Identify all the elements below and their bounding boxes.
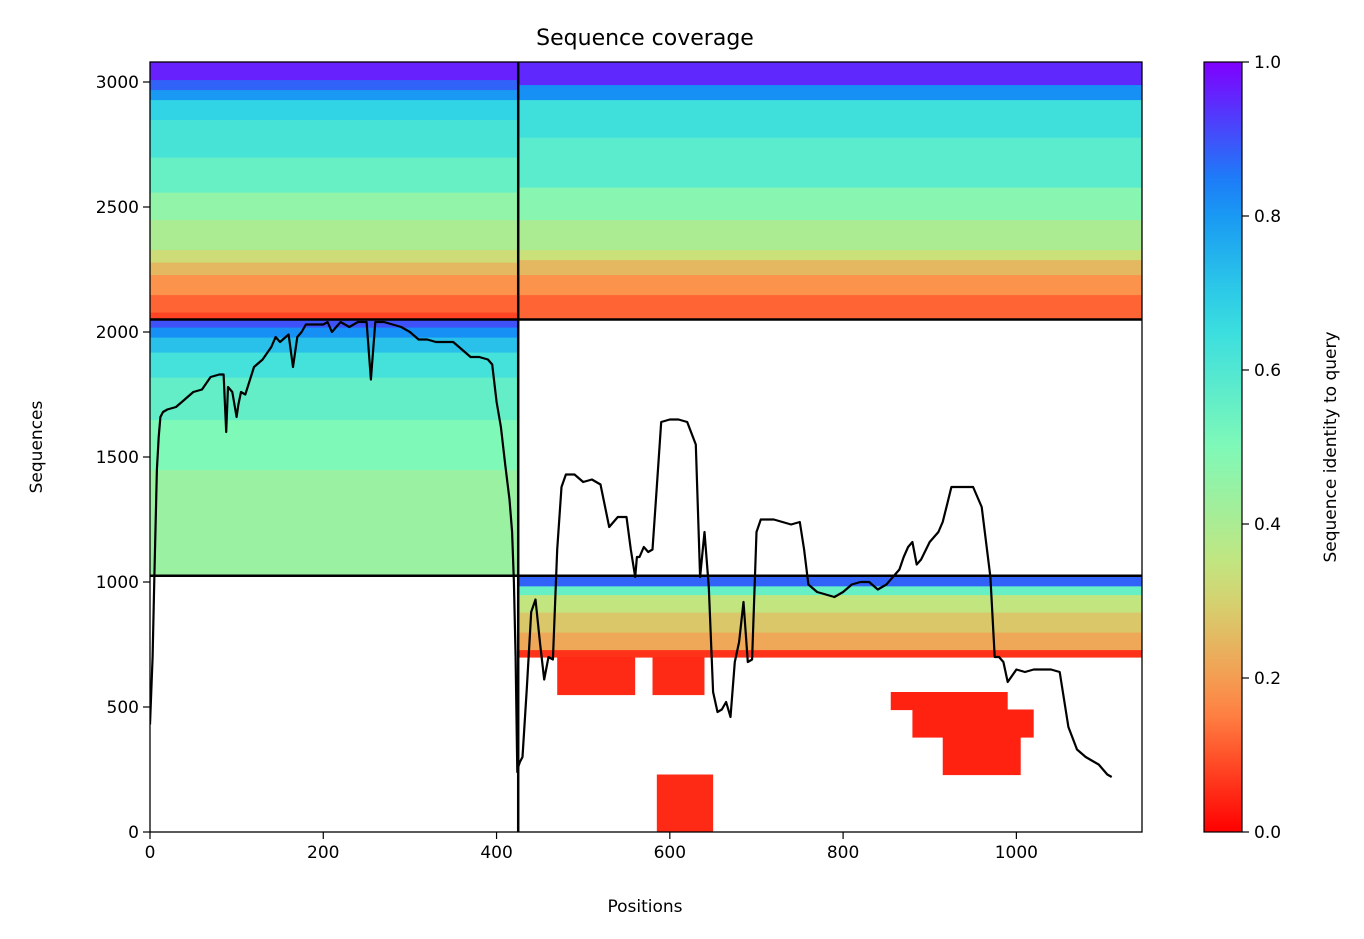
- identity-band: [150, 99, 519, 121]
- x-tick-label: 800: [827, 843, 859, 863]
- identity-band: [150, 119, 519, 158]
- identity-band: [518, 249, 1142, 261]
- y-tick-label: 1500: [96, 448, 139, 468]
- x-tick-label: 400: [480, 843, 512, 863]
- identity-band: [150, 249, 519, 263]
- identity-band: [518, 84, 1142, 101]
- y-tick-label: 500: [107, 698, 139, 718]
- identity-band: [518, 137, 1142, 188]
- identity-band: [518, 575, 1142, 587]
- coverage-block: [150, 62, 519, 321]
- identity-band: [518, 219, 1142, 251]
- identity-band: [150, 274, 519, 296]
- y-tick-label: 1000: [96, 573, 139, 593]
- coverage-block: [942, 737, 1021, 776]
- identity-band: [150, 79, 519, 91]
- x-tick-label: 0: [145, 843, 156, 863]
- identity-band: [150, 219, 519, 251]
- plot-area: [150, 62, 1142, 832]
- colorbar: 0.0 0.2 0.4 0.6 0.8 1.0: [1203, 53, 1281, 843]
- colorbar-gradient: [1203, 61, 1243, 833]
- colorbar-tick-label: 0.0: [1254, 823, 1281, 843]
- coverage-block: [656, 774, 714, 832]
- identity-band: [518, 187, 1142, 221]
- chart-title: Sequence coverage: [536, 26, 754, 51]
- identity-band: [518, 259, 1142, 276]
- x-tick-label: 200: [307, 843, 339, 863]
- y-tick-label: 3000: [96, 73, 139, 93]
- colorbar-tick-label: 0.2: [1254, 669, 1281, 689]
- identity-band: [652, 657, 705, 696]
- x-axis-label: Positions: [607, 897, 682, 917]
- identity-band: [942, 737, 1021, 776]
- identity-band: [518, 585, 1142, 596]
- coverage-block: [150, 319, 519, 577]
- identity-band: [150, 327, 519, 338]
- coverage-block: [652, 657, 705, 696]
- identity-band: [518, 274, 1142, 296]
- plot-frame: [149, 61, 1143, 833]
- identity-band: [150, 157, 519, 193]
- y-tick-label: 2500: [96, 198, 139, 218]
- identity-band: [912, 709, 1034, 738]
- identity-band: [518, 612, 1142, 633]
- identity-band: [890, 692, 1008, 711]
- colorbar-label: Sequence identity to query: [1321, 331, 1341, 562]
- identity-band: [150, 377, 519, 421]
- identity-band: [518, 62, 1142, 86]
- identity-band: [150, 89, 519, 101]
- identity-band: [150, 319, 519, 328]
- colorbar-tick-label: 0.8: [1254, 207, 1281, 227]
- colorbar-tick-label: 0.6: [1254, 361, 1281, 381]
- identity-band: [518, 649, 1142, 658]
- coverage-block: [518, 575, 1142, 658]
- identity-band: [518, 632, 1142, 651]
- colorbar-tick-label: 0.4: [1254, 515, 1281, 535]
- y-axis: 0 500 1000 1500 2000 2500 3000: [96, 73, 150, 843]
- identity-band: [150, 337, 519, 353]
- identity-band: [150, 62, 519, 81]
- coverage-block: [890, 692, 1008, 711]
- coverage-block: [912, 709, 1034, 738]
- identity-band: [150, 312, 519, 321]
- coverage-block: [518, 62, 1142, 321]
- coverage-line: [150, 320, 1113, 778]
- identity-band: [150, 352, 519, 378]
- y-tick-label: 0: [128, 823, 139, 843]
- identity-band: [656, 774, 714, 832]
- coverage-block: [557, 657, 636, 696]
- identity-band: [518, 294, 1142, 321]
- identity-band: [518, 99, 1142, 138]
- identity-band: [518, 594, 1142, 613]
- identity-band: [150, 192, 519, 221]
- y-axis-label: Sequences: [27, 401, 47, 494]
- x-tick-label: 1000: [995, 843, 1038, 863]
- identity-band: [557, 657, 636, 696]
- x-tick-label: 600: [654, 843, 686, 863]
- colorbar-tick-label: 1.0: [1254, 53, 1281, 73]
- x-axis: 0 200 400 600 800 1000: [145, 832, 1038, 863]
- identity-band: [150, 262, 519, 276]
- identity-band: [150, 469, 519, 577]
- identity-band: [150, 419, 519, 471]
- identity-band: [150, 294, 519, 313]
- y-tick-label: 2000: [96, 323, 139, 343]
